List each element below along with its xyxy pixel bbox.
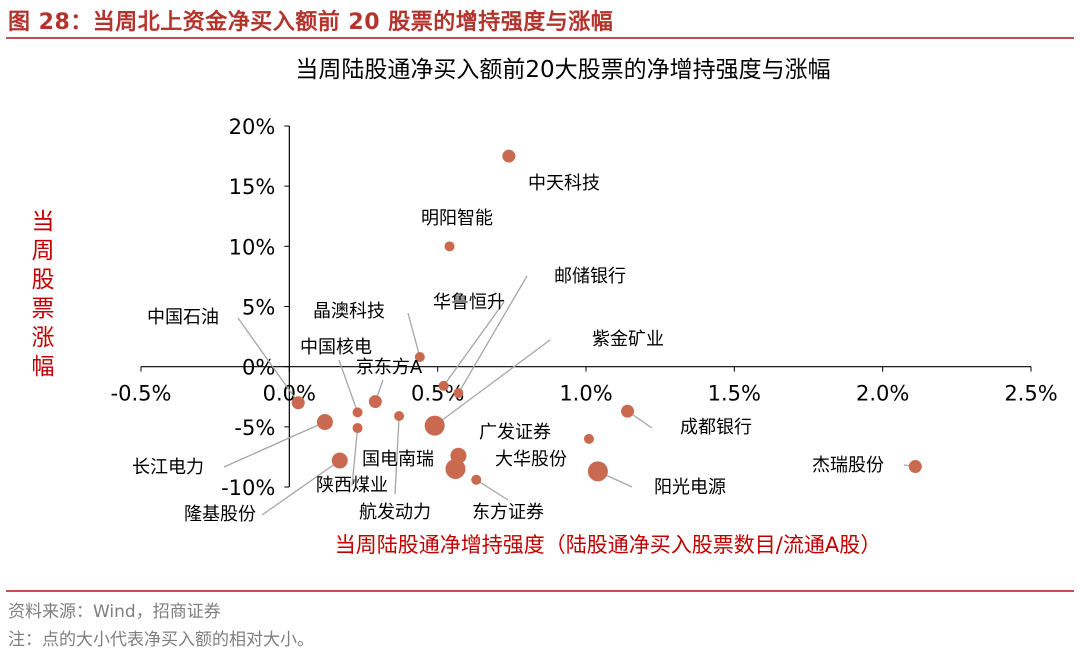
figure-title: 图 28：当周北上资金净买入额前 20 股票的增持强度与涨幅 [8, 10, 614, 35]
point-label: 长江电力 [132, 457, 204, 478]
leader-line [237, 317, 299, 404]
x-tick-label: 1.5% [708, 382, 761, 406]
point-label: 中国石油 [147, 307, 219, 328]
point-label: 明阳智能 [421, 208, 493, 229]
point-label: 大华股份 [495, 449, 567, 470]
y-axis-label-char: 周 [32, 238, 55, 264]
leader-line [338, 359, 359, 413]
bottom-divider [6, 590, 1074, 592]
data-point [621, 404, 635, 418]
data-point [438, 380, 449, 391]
point-label: 中国核电 [300, 337, 372, 358]
data-point [445, 458, 466, 479]
x-tick-label: -0.5% [111, 382, 172, 406]
source-note: 资料来源：Wind，招商证券 [8, 602, 221, 622]
point-label: 隆基股份 [184, 504, 256, 525]
y-axis-label-char: 幅 [32, 354, 55, 380]
y-tick-label: -5% [234, 416, 275, 440]
y-tick-label: 20% [229, 115, 276, 139]
data-point [352, 407, 363, 418]
x-tick-label: 2.0% [856, 382, 909, 406]
point-label: 阳光电源 [654, 477, 726, 498]
point-label: 中天科技 [528, 173, 600, 194]
y-tick-label: 5% [242, 296, 275, 320]
leader-line [475, 479, 509, 501]
data-point [414, 352, 425, 363]
data-point [587, 461, 608, 482]
leader-lines [223, 275, 916, 516]
data-point [394, 411, 405, 422]
y-tick-label: -10% [221, 476, 275, 500]
data-point [502, 149, 516, 163]
point-label: 华鲁恒升 [433, 292, 505, 313]
point-label: 东方证券 [472, 502, 544, 523]
data-point [331, 452, 348, 469]
data-point [908, 460, 922, 474]
footnote: 注：点的大小代表净买入额的相对大小。 [8, 630, 314, 650]
point-label: 陕西煤业 [316, 475, 388, 496]
leader-line [457, 275, 528, 394]
data-point [471, 474, 482, 485]
axes: 20%15%10%5%0%-5%-10%-0.5% 0.0% 0.5% 1.0% 1.5… [111, 115, 1058, 500]
y-tick-label: 15% [229, 175, 276, 199]
data-point [368, 395, 382, 409]
y-axis-label-char: 股 [32, 267, 55, 293]
leader-line [261, 459, 341, 516]
point-label: 航发动力 [359, 502, 431, 523]
x-tick-label: 2.5% [1004, 382, 1057, 406]
point-label: 邮储银行 [554, 266, 626, 287]
leader-line [394, 415, 400, 495]
data-point [424, 415, 445, 436]
data-point [583, 433, 594, 444]
leader-line [443, 301, 505, 387]
point-label: 成都银行 [680, 417, 752, 438]
data-point [316, 414, 333, 431]
point-label: 紫金矿业 [592, 329, 664, 350]
leader-line [407, 312, 421, 358]
point-label: 京东方A [356, 357, 423, 378]
y-tick-label: 0% [242, 356, 275, 380]
x-tick-label: 0.0% [263, 382, 316, 406]
y-axis-label-char: 涨 [32, 325, 55, 351]
leader-line [351, 427, 359, 487]
point-label: 杰瑞股份 [812, 455, 884, 476]
x-axis-label: 当周陆股通净增持强度（陆股通净买入股票数目/流通A股） [335, 533, 881, 557]
point-label: 晶澳科技 [313, 301, 385, 322]
leader-line [434, 339, 551, 427]
data-points [291, 149, 922, 485]
data-point [291, 396, 305, 410]
point-label: 国电南瑞 [362, 449, 434, 470]
leader-line [223, 421, 326, 468]
chart-title: 当周陆股通净买入额前20大股票的净增持强度与涨幅 [295, 57, 830, 83]
y-tick-label: 10% [229, 235, 276, 259]
top-divider [6, 37, 1074, 39]
data-point [444, 241, 455, 252]
point-label: 广发证券 [479, 422, 551, 443]
y-axis-label-char: 票 [32, 296, 55, 322]
data-point [453, 388, 464, 399]
y-axis-label-char: 当 [32, 209, 55, 235]
x-tick-label: 1.0% [559, 382, 612, 406]
data-point [352, 423, 363, 434]
